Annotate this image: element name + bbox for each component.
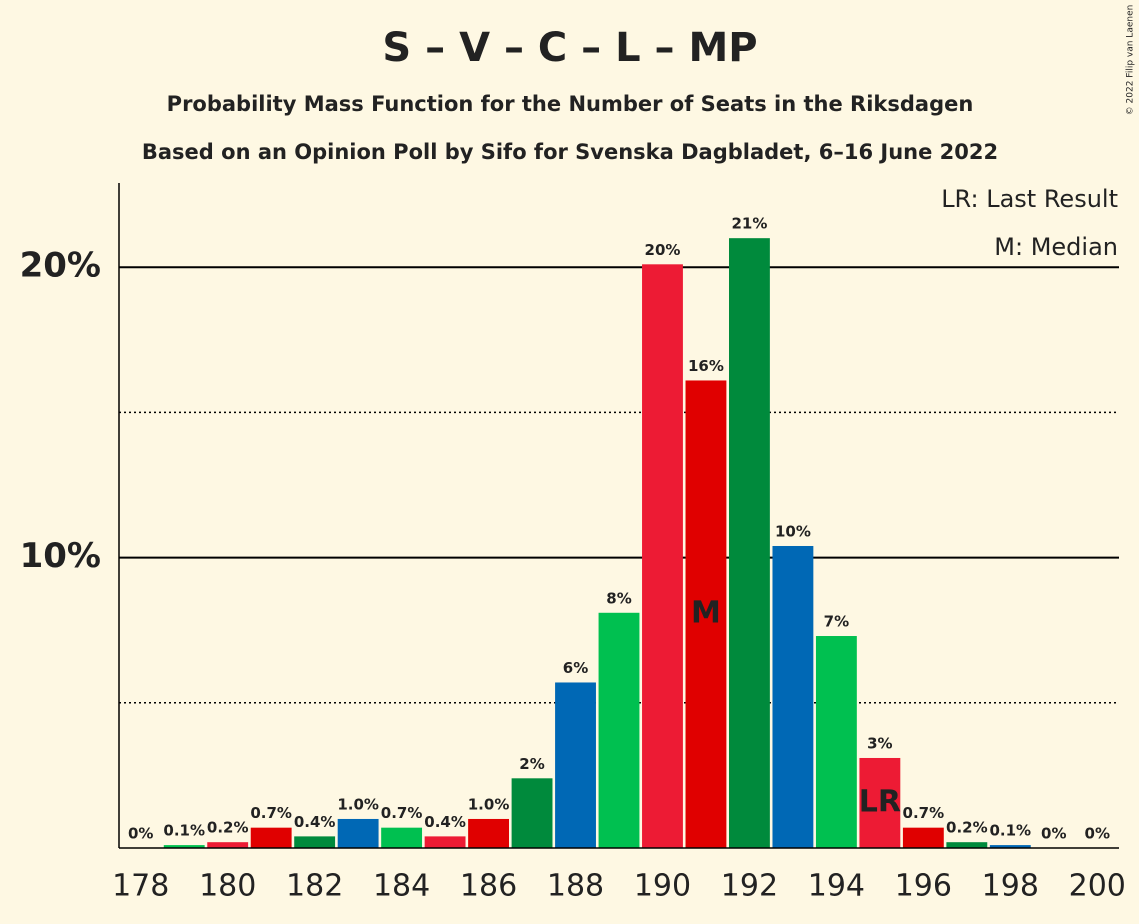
bar [859,757,901,848]
copyright: © 2022 Filip van Laenen [1126,5,1136,116]
bar [294,836,336,848]
bar [989,845,1031,848]
value-label: 0.1% [163,822,205,840]
value-label: 0% [128,825,153,843]
x-tick-label: 192 [721,869,778,904]
value-label: 0.1% [989,822,1031,840]
bar [250,827,292,848]
bar [555,682,596,848]
value-label: 20% [645,241,681,259]
bar [772,545,814,848]
y-tick-label: 20% [20,246,101,286]
x-tick-label: 196 [895,869,952,904]
value-label: 0% [1085,825,1110,843]
x-tick-label: 186 [460,869,517,904]
bar [598,612,640,848]
bar [381,827,423,848]
value-label: 0.4% [294,813,336,831]
chart-subtitle: Based on an Opinion Poll by Sifo for Sve… [142,140,998,164]
bar [685,380,727,848]
x-tick-label: 180 [199,869,256,904]
last-result-marker: LR [859,784,901,819]
bar [337,818,379,848]
y-tick-label: 10% [20,536,101,576]
value-label: 0.4% [424,813,466,831]
value-label: 0.7% [903,804,945,822]
value-label: 6% [563,659,588,677]
value-label: 8% [606,589,631,607]
x-tick-label: 178 [112,869,169,904]
value-label: 0.2% [207,819,249,837]
value-label: 3% [867,734,892,752]
bar [815,636,857,848]
value-label: 2% [519,755,544,773]
x-tick-label: 200 [1069,869,1126,904]
bar [946,842,988,848]
x-tick-label: 190 [634,869,691,904]
x-tick-label: 184 [373,869,430,904]
value-label: 0% [1041,825,1066,843]
bar [207,842,249,848]
bar [424,836,466,848]
bar [729,238,770,848]
median-marker: M [691,596,721,631]
value-label: 7% [824,613,849,631]
x-tick-label: 188 [547,869,604,904]
bar [511,778,553,848]
bar [468,818,509,848]
legend-entry: M: Median [994,233,1118,261]
value-label: 21% [731,215,767,233]
value-label: 16% [688,357,724,375]
value-label: 1.0% [337,795,379,813]
legend-entry: LR: Last Result [941,185,1118,213]
bar [163,845,205,848]
x-tick-label: 194 [808,869,865,904]
bar [902,827,944,848]
chart-title: S – V – C – L – MP [382,25,757,71]
bar [642,264,683,848]
value-label: 10% [775,522,811,540]
x-tick-label: 198 [982,869,1039,904]
value-label: 1.0% [468,795,510,813]
x-tick-label: 182 [286,869,343,904]
chart-subtitle: Probability Mass Function for the Number… [167,92,974,116]
value-label: 0.2% [946,819,988,837]
value-label: 0.7% [250,804,292,822]
value-label: 0.7% [381,804,423,822]
